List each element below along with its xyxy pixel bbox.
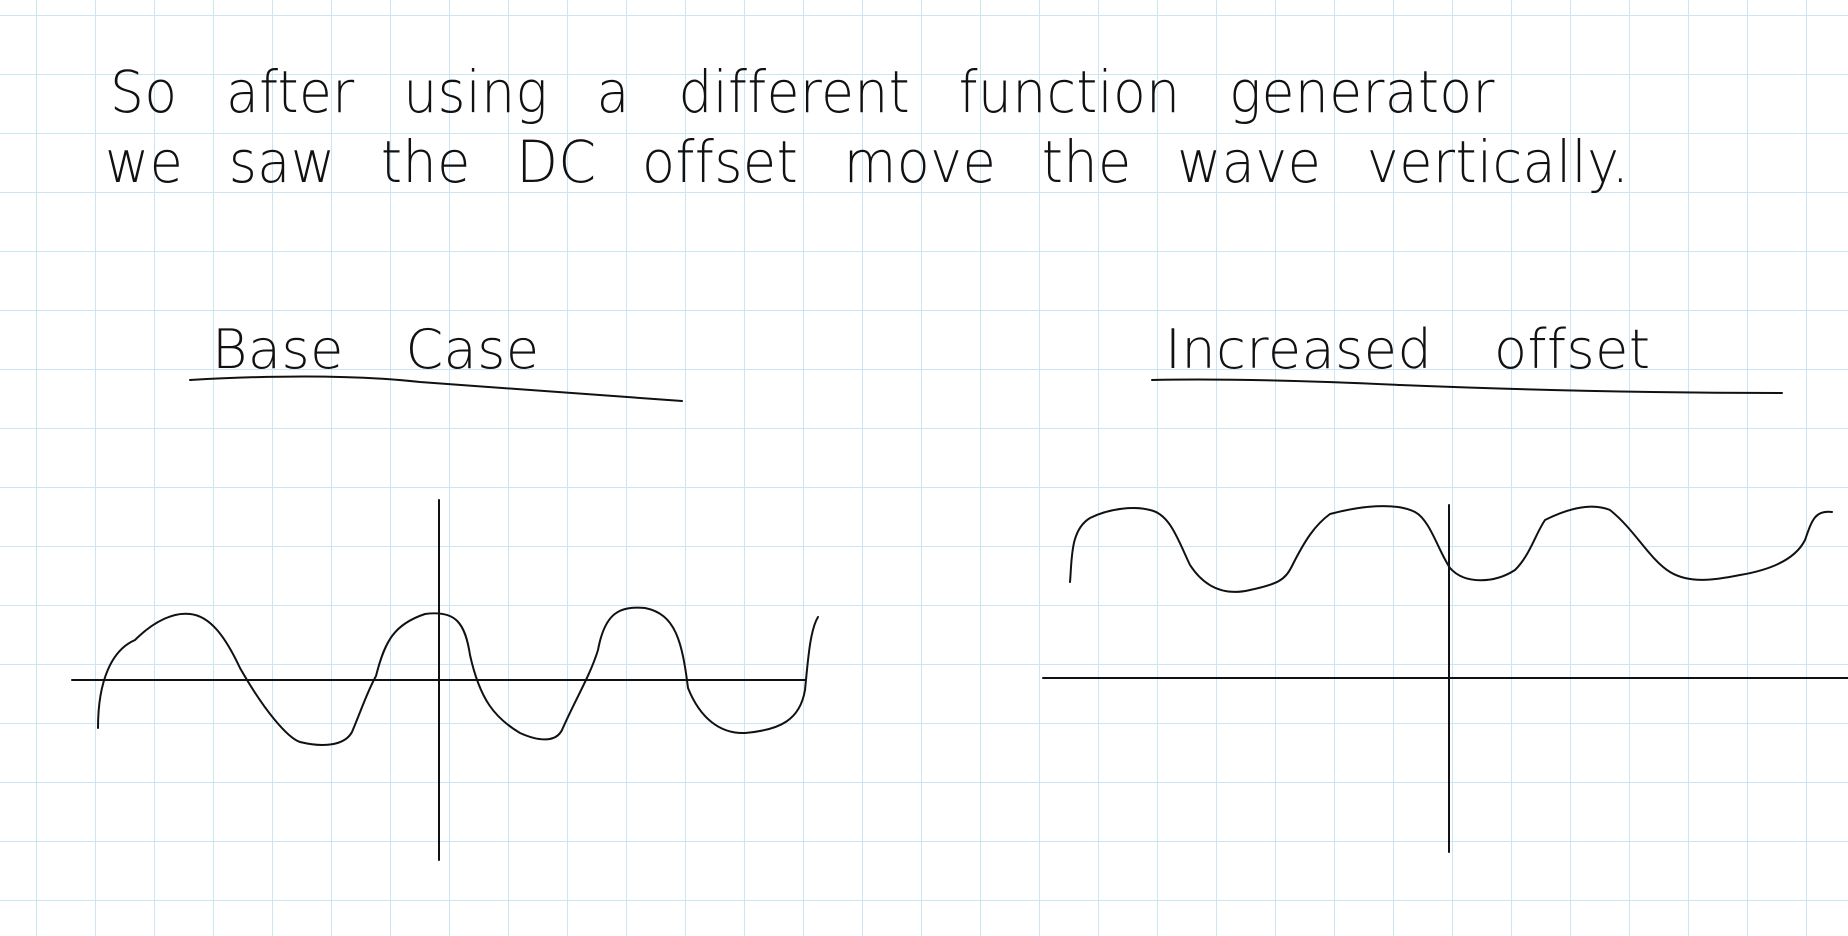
note-line-2: we saw the DC offset move the wave verti…	[105, 128, 1630, 196]
base-case-wave	[97, 606, 819, 746]
base-case-title: Base Case	[212, 318, 540, 381]
increased-offset-wave	[1069, 505, 1833, 593]
note-line-1: So after using a different function gene…	[110, 58, 1495, 126]
base-case-underline	[189, 375, 683, 402]
increased-offset-title: Increased offset	[1165, 318, 1651, 381]
increased-offset-underline	[1151, 378, 1783, 394]
